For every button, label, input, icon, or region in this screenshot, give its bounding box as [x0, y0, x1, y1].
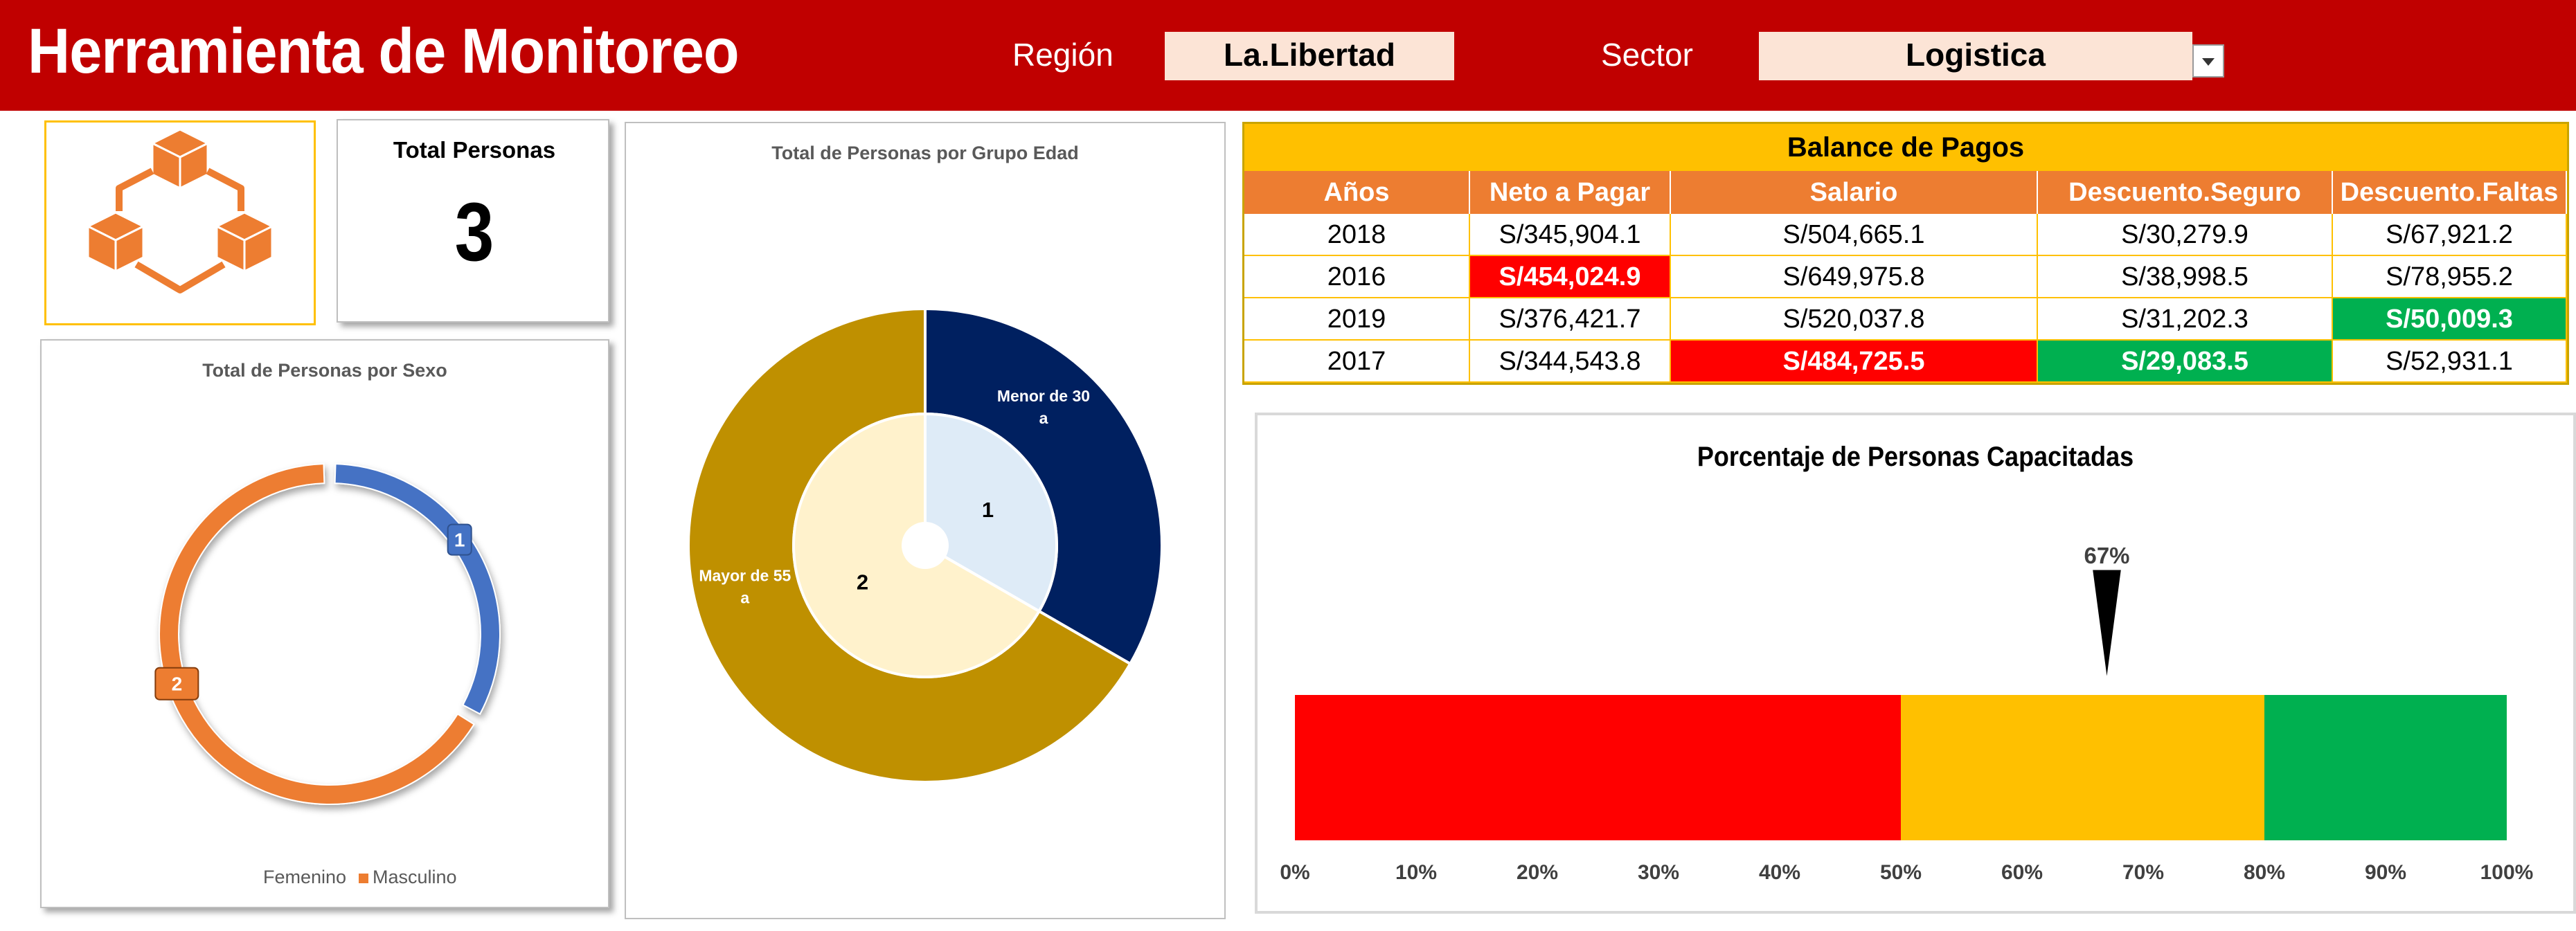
sex-donut-chart: 1 2 Femenino Masculino — [154, 463, 501, 887]
training-chart-title: Porcentaje de Personas Capacitadas — [1697, 442, 2134, 472]
sex-data-label-box — [154, 667, 199, 700]
column-header: Neto a Pagar — [1470, 171, 1671, 214]
x-tick-label: 40% — [1759, 861, 1800, 884]
sector-label: Sector — [1601, 37, 1693, 73]
table-cell: S/454,024.9 — [1470, 256, 1671, 298]
gauge-marker-label: 67% — [2084, 543, 2129, 568]
table-cell: 2018 — [1244, 214, 1470, 256]
x-tick-label: 60% — [2001, 861, 2043, 884]
age-chart-panel[interactable]: Total de Personas por Grupo Edad 1 2 Menor… — [625, 122, 1226, 919]
sex-chart-panel[interactable]: Total de Personas por Sexo 1 2 Femenino Ma… — [40, 339, 609, 908]
x-tick-label: 70% — [2122, 861, 2164, 884]
x-tick-label: 0% — [1280, 861, 1309, 884]
table-cell: S/30,279.9 — [2038, 214, 2333, 256]
x-tick-label: 100% — [2480, 861, 2534, 884]
table-cell: 2017 — [1244, 341, 1470, 383]
table-cell: S/520,037.8 — [1671, 298, 2038, 341]
table-cell: S/376,421.7 — [1470, 298, 1671, 341]
table-cell: S/29,083.5 — [2038, 341, 2333, 383]
legend-label-femenino: Femenino — [263, 867, 346, 887]
total-personas-card: Total Personas 3 — [337, 119, 609, 323]
age-donut-chart: 1 2 Menor de 30 a Mayor de 55 a — [687, 307, 1163, 784]
logo-card — [44, 120, 316, 325]
age-donut-hole — [902, 522, 949, 569]
table-cell: S/345,904.1 — [1470, 214, 1671, 256]
x-tick-label: 80% — [2244, 861, 2285, 884]
table-cell: 2016 — [1244, 256, 1470, 298]
region-label: Región — [1012, 37, 1113, 73]
legend-marker-masculino — [359, 874, 368, 883]
legend-label-masculino: Masculino — [373, 867, 457, 887]
gauge-marker-pointer — [2090, 568, 2124, 685]
app-title: Herramienta de Monitoreo — [28, 16, 740, 87]
age-category-label: Mayor de 55 a — [699, 566, 791, 606]
chevron-down-icon — [2202, 58, 2215, 66]
table-cell: S/50,009.3 — [2333, 298, 2567, 341]
table-cell: S/504,665.1 — [1671, 214, 2038, 256]
training-chart-panel[interactable]: Porcentaje de Personas Capacitadas 67% 0… — [1255, 413, 2576, 914]
sex-data-label: 1 — [454, 530, 465, 551]
x-tick-label: 50% — [1880, 861, 1922, 884]
table-cell: S/38,998.5 — [2038, 256, 2333, 298]
sex-slice-masculino[interactable] — [159, 463, 475, 805]
sex-slice-femenino[interactable] — [334, 463, 501, 715]
table-cell: S/78,955.2 — [2333, 256, 2567, 298]
age-chart-title: Total de Personas por Grupo Edad — [771, 143, 1079, 163]
x-tick-label: 20% — [1517, 861, 1558, 884]
table-cell: S/67,921.2 — [2333, 214, 2567, 256]
x-tick-label: 10% — [1395, 861, 1437, 884]
region-value-cell[interactable]: La.Libertad — [1165, 32, 1454, 80]
column-header: Descuento.Faltas — [2333, 171, 2567, 214]
table-cell: S/344,543.8 — [1470, 341, 1671, 383]
training-gauge-chart: 67% 0% 10% 20% 30% 40% 50% 60% 70% 80% 90% 100% — [1280, 543, 2534, 884]
total-personas-value: 3 — [454, 186, 494, 278]
age-inner-slice[interactable] — [924, 412, 1058, 613]
age-inner-value-label: 1 — [982, 498, 994, 522]
table-cell: 2019 — [1244, 298, 1470, 341]
sector-dropdown-button[interactable] — [2192, 44, 2224, 78]
x-tick-label: 90% — [2365, 861, 2406, 884]
table-cell: S/52,931.1 — [2333, 341, 2567, 383]
column-header: Descuento.Seguro — [2038, 171, 2333, 214]
sex-data-label: 2 — [172, 674, 183, 695]
table-cell: S/649,975.8 — [1671, 256, 2038, 298]
table-cell: S/31,202.3 — [2038, 298, 2333, 341]
sex-data-label-box — [447, 523, 472, 556]
boxes-network-icon — [85, 128, 275, 293]
balance-table-title: Balance de Pagos — [1244, 124, 2567, 171]
column-header: Años — [1244, 171, 1470, 214]
gauge-band[interactable] — [1901, 695, 2264, 840]
sex-chart-title: Total de Personas por Sexo — [202, 360, 447, 381]
x-tick-label: 30% — [1638, 861, 1679, 884]
table-cell: S/484,725.5 — [1671, 341, 2038, 383]
gauge-band[interactable] — [2264, 695, 2507, 840]
gauge-band[interactable] — [1295, 695, 1901, 840]
column-header: Salario — [1671, 171, 2038, 214]
balance-table: Balance de Pagos Años Neto a Pagar Salario… — [1242, 122, 2569, 385]
sector-value-cell[interactable]: Logistica — [1759, 32, 2192, 80]
age-category-label: Menor de 30 a — [997, 387, 1090, 427]
age-inner-value-label: 2 — [857, 570, 868, 594]
total-personas-label: Total Personas — [393, 137, 556, 163]
